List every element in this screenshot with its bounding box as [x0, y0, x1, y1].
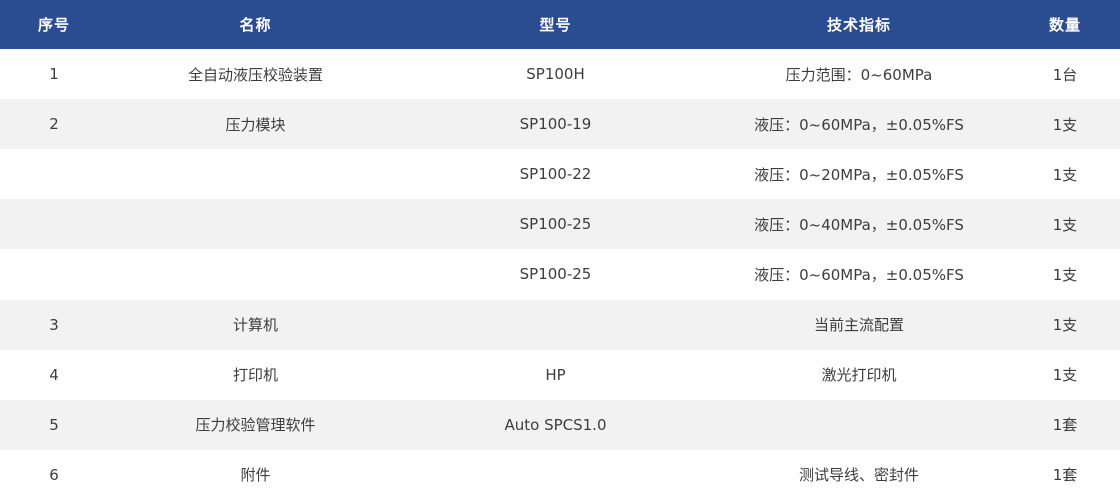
cell-no: 2	[49, 115, 59, 134]
cell-no: 3	[49, 315, 59, 334]
table-row: 3 计算机 当前主流配置 1支	[0, 299, 1120, 350]
cell-qty: 1支	[1052, 316, 1078, 335]
cell-name: 打印机	[232, 366, 278, 385]
cell-model: SP100H	[526, 65, 585, 84]
cell-qty: 1套	[1052, 416, 1078, 435]
cell-model: SP100-22	[519, 165, 592, 184]
cell-model: SP100-19	[519, 115, 592, 134]
cell-no: 5	[49, 415, 59, 434]
cell-spec: 测试导线、密封件	[798, 466, 919, 485]
cell-name	[108, 149, 403, 199]
cell-spec: 激光打印机	[821, 366, 897, 385]
cell-qty: 1支	[1052, 265, 1078, 284]
cell-no: 4	[49, 365, 59, 384]
table-row: 4 打印机 HP 激光打印机 1支	[0, 349, 1120, 400]
cell-spec: 压力范围：0~60MPa	[785, 65, 933, 84]
header-col-spec: 技术指标	[826, 16, 891, 34]
cell-name: 附件	[240, 466, 271, 485]
cell-model: Auto SPCS1.0	[504, 415, 607, 434]
cell-qty: 1支	[1052, 366, 1078, 385]
cell-spec: 液压：0~60MPa，±0.05%FS	[754, 115, 964, 134]
header-col-model: 型号	[539, 16, 572, 34]
header-col-no: 序号	[37, 16, 70, 34]
cell-name: 压力模块	[225, 115, 286, 134]
cell-spec: 液压：0~20MPa，±0.05%FS	[754, 165, 964, 184]
cell-name: 计算机	[232, 316, 278, 335]
cell-qty: 1支	[1052, 165, 1078, 184]
cell-name	[108, 199, 403, 249]
cell-spec: 液压：0~40MPa，±0.05%FS	[754, 215, 964, 234]
cell-qty: 1套	[1052, 466, 1078, 485]
cell-no	[0, 199, 108, 249]
cell-name: 压力校验管理软件	[195, 416, 316, 435]
table-row: SP100-25 液压：0~60MPa，±0.05%FS 1支	[0, 249, 1120, 300]
table-row: 5 压力校验管理软件 Auto SPCS1.0 1套	[0, 399, 1120, 450]
cell-no	[0, 249, 108, 299]
cell-spec: 当前主流配置	[813, 316, 904, 335]
cell-no: 6	[49, 465, 59, 484]
cell-qty: 1支	[1052, 115, 1078, 134]
table-row: SP100-22 液压：0~20MPa，±0.05%FS 1支	[0, 149, 1120, 200]
cell-no	[0, 149, 108, 199]
table-row: 2 压力模块 SP100-19 液压：0~60MPa，±0.05%FS 1支	[0, 99, 1120, 150]
header-col-qty: 数量	[1048, 16, 1081, 34]
cell-name	[108, 249, 403, 299]
cell-no: 1	[49, 65, 59, 84]
table-row: SP100-25 液压：0~40MPa，±0.05%FS 1支	[0, 199, 1120, 250]
cell-name: 全自动液压校验装置	[187, 65, 323, 84]
cell-qty: 1支	[1052, 215, 1078, 234]
table-header-row: 序号 名称 型号 技术指标 数量	[0, 0, 1120, 49]
table-row: 1 全自动液压校验装置 SP100H 压力范围：0~60MPa 1台	[0, 49, 1120, 100]
cell-qty: 1台	[1052, 65, 1078, 84]
cell-model	[403, 450, 708, 500]
cell-model	[403, 300, 708, 350]
cell-spec	[708, 400, 1010, 450]
cell-model: HP	[545, 365, 566, 384]
cell-spec: 液压：0~60MPa，±0.05%FS	[754, 265, 964, 284]
table-row: 6 附件 测试导线、密封件 1套	[0, 449, 1120, 500]
cell-model: SP100-25	[519, 215, 592, 234]
header-col-name: 名称	[239, 16, 272, 34]
cell-model: SP100-25	[519, 265, 592, 284]
